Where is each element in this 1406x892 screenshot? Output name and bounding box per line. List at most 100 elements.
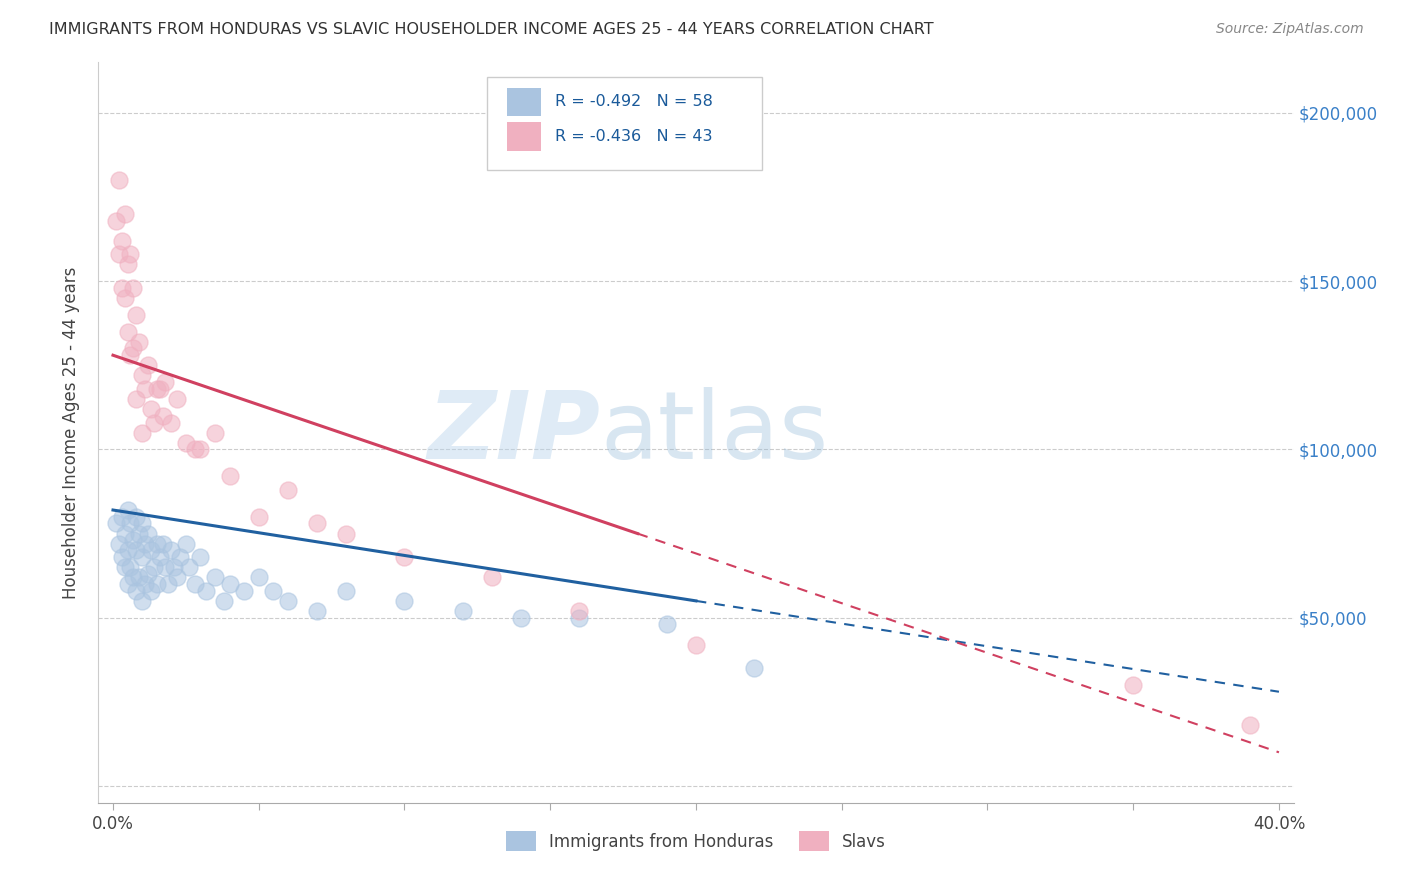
- Point: [134, 382, 156, 396]
- Point: [117, 543, 139, 558]
- Point: [108, 173, 131, 187]
- Point: [174, 435, 197, 450]
- Point: [134, 536, 156, 550]
- Point: [125, 392, 148, 406]
- Point: [163, 560, 186, 574]
- Point: [136, 566, 159, 581]
- Point: [104, 516, 127, 531]
- Point: [685, 638, 707, 652]
- Point: [108, 247, 131, 261]
- Point: [128, 526, 150, 541]
- Point: [190, 550, 212, 565]
- Point: [183, 442, 205, 457]
- Point: [742, 661, 765, 675]
- Point: [155, 560, 177, 574]
- Point: [305, 604, 328, 618]
- Point: [204, 570, 226, 584]
- Point: [481, 570, 503, 584]
- Point: [104, 213, 127, 227]
- Point: [131, 425, 153, 440]
- Point: [120, 247, 142, 261]
- Point: [157, 577, 180, 591]
- Point: [128, 570, 150, 584]
- Point: [139, 543, 162, 558]
- Point: [305, 516, 328, 531]
- Point: [155, 375, 177, 389]
- Point: [139, 583, 162, 598]
- Point: [145, 536, 167, 550]
- Point: [183, 577, 205, 591]
- Point: [114, 560, 136, 574]
- Point: [160, 416, 183, 430]
- Point: [117, 503, 139, 517]
- FancyBboxPatch shape: [486, 78, 762, 169]
- Point: [120, 516, 142, 531]
- FancyBboxPatch shape: [508, 122, 541, 151]
- Point: [125, 583, 148, 598]
- Text: ZIP: ZIP: [427, 386, 600, 479]
- Point: [125, 308, 148, 322]
- Point: [131, 516, 153, 531]
- Point: [174, 536, 197, 550]
- Y-axis label: Householder Income Ages 25 - 44 years: Householder Income Ages 25 - 44 years: [62, 267, 80, 599]
- Text: R = -0.436   N = 43: R = -0.436 N = 43: [555, 129, 713, 144]
- Point: [394, 550, 416, 565]
- Point: [111, 281, 134, 295]
- Point: [394, 594, 416, 608]
- Point: [190, 442, 212, 457]
- Point: [111, 509, 134, 524]
- Point: [117, 577, 139, 591]
- Point: [247, 570, 270, 584]
- Point: [128, 334, 150, 349]
- Text: IMMIGRANTS FROM HONDURAS VS SLAVIC HOUSEHOLDER INCOME AGES 25 - 44 YEARS CORRELA: IMMIGRANTS FROM HONDURAS VS SLAVIC HOUSE…: [49, 22, 934, 37]
- Point: [145, 577, 167, 591]
- Point: [114, 526, 136, 541]
- Point: [125, 509, 148, 524]
- Point: [451, 604, 474, 618]
- Text: R = -0.492   N = 58: R = -0.492 N = 58: [555, 95, 713, 109]
- Point: [568, 604, 591, 618]
- Point: [131, 550, 153, 565]
- Point: [149, 382, 172, 396]
- Legend: Immigrants from Honduras, Slavs: Immigrants from Honduras, Slavs: [499, 825, 893, 857]
- Point: [218, 469, 240, 483]
- Point: [117, 257, 139, 271]
- Point: [122, 533, 145, 548]
- Point: [233, 583, 256, 598]
- Point: [152, 409, 174, 423]
- Point: [131, 594, 153, 608]
- Point: [111, 234, 134, 248]
- FancyBboxPatch shape: [508, 87, 541, 116]
- Point: [108, 536, 131, 550]
- Point: [166, 570, 188, 584]
- Point: [117, 325, 139, 339]
- Point: [136, 359, 159, 373]
- Point: [212, 594, 235, 608]
- Point: [568, 610, 591, 624]
- Point: [120, 348, 142, 362]
- Point: [122, 570, 145, 584]
- Point: [277, 594, 299, 608]
- Point: [122, 281, 145, 295]
- Point: [125, 543, 148, 558]
- Point: [177, 560, 200, 574]
- Point: [145, 382, 167, 396]
- Point: [169, 550, 191, 565]
- Point: [195, 583, 218, 598]
- Point: [204, 425, 226, 440]
- Point: [160, 543, 183, 558]
- Point: [134, 577, 156, 591]
- Point: [142, 416, 165, 430]
- Point: [114, 207, 136, 221]
- Point: [122, 342, 145, 356]
- Point: [262, 583, 284, 598]
- Point: [142, 560, 165, 574]
- Point: [510, 610, 533, 624]
- Point: [277, 483, 299, 497]
- Point: [152, 536, 174, 550]
- Point: [247, 509, 270, 524]
- Point: [111, 550, 134, 565]
- Point: [131, 368, 153, 383]
- Point: [136, 526, 159, 541]
- Point: [114, 291, 136, 305]
